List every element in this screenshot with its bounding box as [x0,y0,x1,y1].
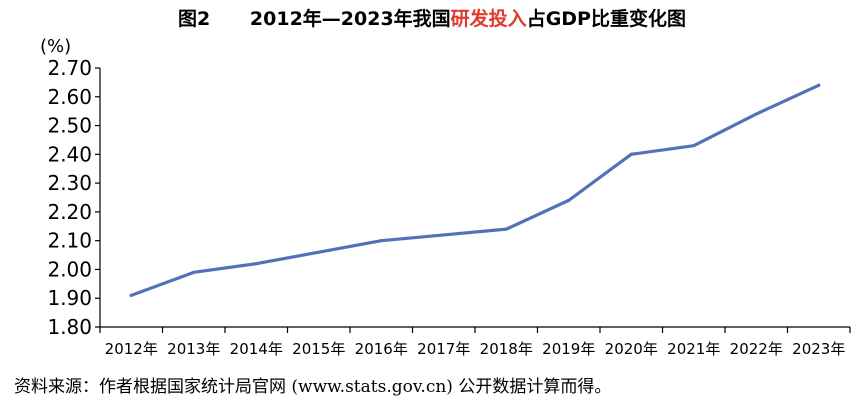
data-point [442,233,446,237]
title-suffix: 占GDP比重变化图 [526,8,686,30]
chart-title: 图2 2012年—2023年我国研发投入占GDP比重变化图 [0,4,864,31]
x-tick-label: 2015年 [292,340,345,358]
y-tick-label: 2.10 [47,229,92,253]
data-point [504,227,508,231]
x-tick-label: 2014年 [230,340,283,358]
y-tick-label: 2.60 [47,85,92,109]
title-prefix: 图2 2012年—2023年我国 [178,8,451,30]
data-point [754,112,758,116]
y-tick-label: 2.40 [47,142,92,166]
x-tick-label: 2016年 [355,340,408,358]
series [129,83,821,297]
x-ticks: 2012年 2013年 2014年 2015年 2016年 2017年 2018年 2019年… [99,327,851,358]
data-point [379,239,383,243]
y-ticks: 1.80 1.90 2.00 2.10 2.20 2.30 2.40 2.50 2.60 2.70 [47,56,100,339]
data-point [317,250,321,254]
y-axis-unit-label: (%) [40,36,71,57]
source-note: 资料来源：作者根据国家统计局官网 (www.stats.gov.cn) 公开数据… [14,377,612,397]
x-tick-label: 2012年 [105,340,158,358]
x-tick-label: 2020年 [605,340,658,358]
data-point [254,262,258,266]
y-tick-label: 1.90 [47,286,92,310]
x-tick-label: 2018年 [480,340,533,358]
x-tick-label: 2013年 [167,340,220,358]
series-line [129,83,821,297]
x-tick-label: 2023年 [792,340,845,358]
axes [99,68,850,328]
y-tick-label: 2.70 [47,56,92,80]
y-tick-label: 2.50 [47,114,92,138]
line-chart: (%) 1.80 1.90 2.00 2.10 2.20 2.30 2.40 2.50 2.60… [40,36,851,358]
data-point [192,270,196,274]
y-tick-label: 2.20 [47,200,92,224]
x-tick-label: 2022年 [730,340,783,358]
x-tick-label: 2019年 [542,340,595,358]
y-tick-label: 1.80 [47,315,92,339]
x-tick-label: 2017年 [417,340,470,358]
y-tick-label: 2.00 [47,257,92,281]
data-point [692,144,696,148]
x-tick-label: 2021年 [667,340,720,358]
data-point [817,83,821,87]
data-point [567,198,571,202]
y-tick-label: 2.30 [47,171,92,195]
data-point [629,152,633,156]
data-point [129,293,133,297]
title-highlight: 研发投入 [450,8,527,30]
